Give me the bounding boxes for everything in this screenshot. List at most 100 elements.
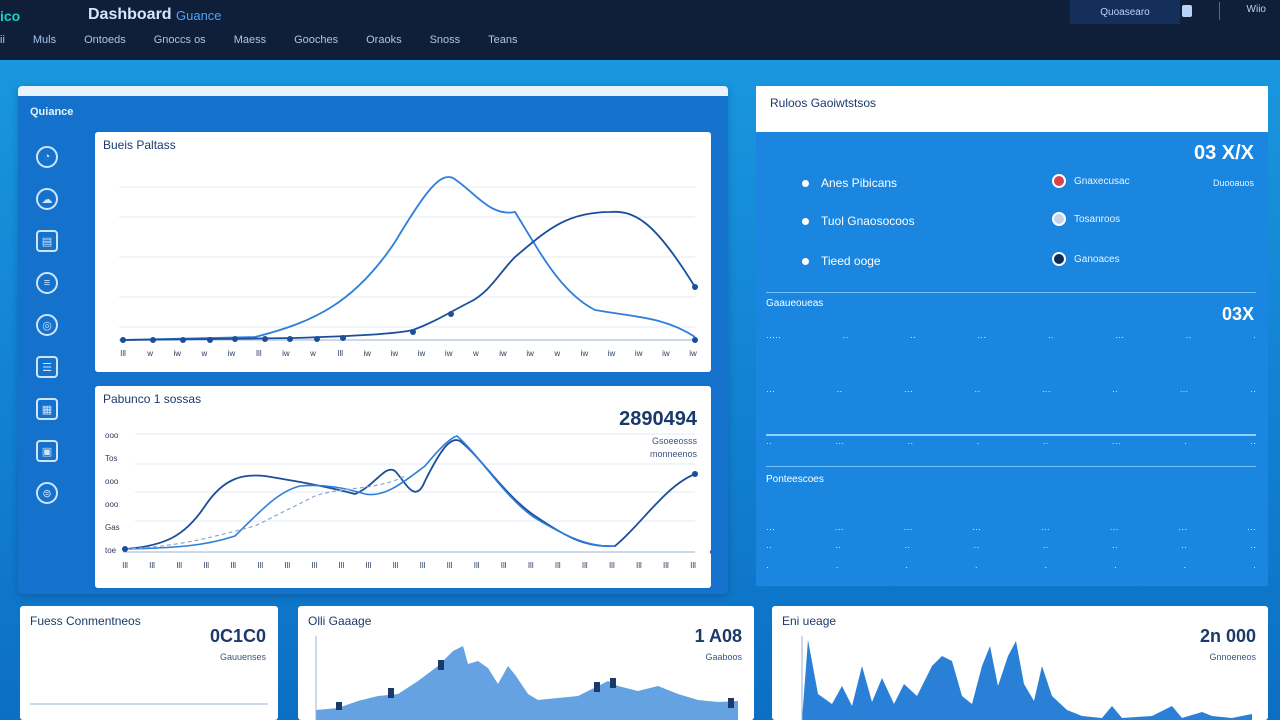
cloud-icon[interactable]: ☁ bbox=[36, 188, 58, 210]
x-tick-label: iw bbox=[418, 349, 426, 358]
x-tick-label: iw bbox=[608, 349, 616, 358]
x-tick-label: Ill bbox=[230, 561, 236, 570]
cell: · bbox=[905, 562, 909, 572]
nav-item-8[interactable]: Snoss bbox=[429, 34, 461, 46]
x-tick-label: Ill bbox=[257, 561, 263, 570]
nav-item-3[interactable]: Ontoeds bbox=[84, 34, 126, 46]
nav-item-6[interactable]: Gooches bbox=[294, 34, 339, 46]
notification-icon[interactable] bbox=[1182, 5, 1192, 17]
list-icon[interactable]: ☰ bbox=[36, 356, 58, 378]
x-tick-label: Ill bbox=[609, 561, 615, 570]
x-tick-label: iw bbox=[391, 349, 399, 358]
user-menu[interactable]: Wiio bbox=[1246, 4, 1266, 15]
bottom-card-number: 0C1C0 bbox=[209, 626, 266, 646]
cell: ··· bbox=[1246, 524, 1256, 534]
bottom-card-title: Olli Gaaage bbox=[308, 614, 372, 628]
bottom-chart-2 bbox=[315, 636, 738, 720]
cell: · bbox=[1113, 562, 1117, 572]
legend-right-2: Tosanroos bbox=[1052, 212, 1120, 226]
cell: ·· bbox=[835, 542, 842, 552]
gauge-icon[interactable]: ◔ bbox=[36, 146, 58, 168]
target-icon[interactable]: ◎ bbox=[36, 314, 58, 336]
legend-item-1[interactable]: Anes Pibicans bbox=[802, 176, 897, 190]
x-tick-label: iw bbox=[228, 349, 236, 358]
data-point bbox=[448, 311, 454, 317]
cell: ·· bbox=[842, 332, 849, 342]
stack-icon[interactable]: ⊜ bbox=[36, 482, 58, 504]
chart1-points bbox=[120, 284, 698, 343]
legend-right-label: Gnaxecusac bbox=[1074, 175, 1130, 187]
data-point bbox=[692, 284, 698, 290]
bottom-card-number: 1 A08 bbox=[694, 626, 742, 646]
x-tick-label: Ill bbox=[256, 349, 262, 358]
nav-item-7[interactable]: Oraoks bbox=[366, 34, 402, 46]
image-icon[interactable]: ▣ bbox=[36, 440, 58, 462]
legend-item-2[interactable]: Tuol Gnaosocoos bbox=[802, 214, 915, 228]
bar bbox=[610, 678, 616, 688]
x-tick-label: Ill bbox=[528, 561, 534, 570]
right-panel-header: Ruloos Gaoiwtstsos bbox=[756, 86, 1268, 132]
bar bbox=[438, 660, 444, 670]
x-tick-label: Ill bbox=[122, 561, 128, 570]
x-tick-label: w bbox=[201, 349, 208, 358]
nav-item-5[interactable]: Maess bbox=[233, 34, 267, 46]
bottom-card-sub: Gaaboos bbox=[705, 652, 742, 662]
cell: ··· bbox=[1111, 438, 1121, 448]
cell: · bbox=[1252, 332, 1256, 342]
legend-item-3[interactable]: Tieed ooge bbox=[802, 254, 881, 268]
area-series bbox=[316, 646, 738, 720]
cell: ·· bbox=[1047, 332, 1054, 342]
data-point bbox=[314, 336, 320, 342]
data-point bbox=[262, 336, 268, 342]
nav-item-4[interactable]: Gnoccs os bbox=[153, 34, 206, 46]
bottom-card-sub: Gauuenses bbox=[219, 652, 266, 662]
nav-item-9[interactable]: Teans bbox=[488, 34, 518, 46]
cell: ·· bbox=[1249, 542, 1256, 552]
nav-item-2[interactable]: Muls bbox=[32, 34, 57, 46]
x-tick-label: iw bbox=[282, 349, 290, 358]
x-tick-label: Ill bbox=[120, 349, 126, 358]
cell: ·· bbox=[766, 438, 772, 448]
cell: ·· bbox=[1249, 386, 1256, 396]
x-tick-label: w bbox=[553, 349, 560, 358]
legend-right-1: Gnaxecusac bbox=[1052, 174, 1130, 188]
data-point bbox=[207, 337, 213, 343]
brand-logo[interactable]: ico bbox=[0, 8, 21, 24]
x-tick-label: iw bbox=[499, 349, 507, 358]
x-tick-label: iw bbox=[662, 349, 670, 358]
x-tick-label: Ill bbox=[311, 561, 317, 570]
status-grey-icon bbox=[1052, 212, 1066, 226]
document-icon[interactable]: ▤ bbox=[36, 230, 58, 252]
chart2-y-ticks: ooo Tos ooo ooo Gas toe bbox=[105, 431, 120, 555]
chart2-caption-2: monneenos bbox=[649, 449, 697, 459]
x-tick-label: Ill bbox=[284, 561, 290, 570]
grid-icon[interactable]: ▦ bbox=[36, 398, 58, 420]
database-icon[interactable]: ≡ bbox=[36, 272, 58, 294]
x-tick-label: w bbox=[472, 349, 479, 358]
cell: ·· bbox=[904, 542, 911, 552]
top-search-box[interactable]: Quoasearo bbox=[1070, 0, 1180, 24]
cell: ··· bbox=[1179, 386, 1189, 396]
x-tick-label: iw bbox=[581, 349, 589, 358]
cell: ·· bbox=[1185, 332, 1192, 342]
divider bbox=[766, 292, 1256, 293]
legend-label: Tieed ooge bbox=[821, 254, 881, 268]
chart-card-1: Bueis Paltass bbox=[95, 132, 711, 372]
data-point bbox=[180, 337, 186, 343]
chart2-big-number: 2890494 bbox=[619, 408, 697, 430]
status-navy-icon bbox=[1052, 252, 1066, 266]
chart1-title: Bueis Paltass bbox=[103, 138, 176, 152]
series-line-1 bbox=[122, 176, 696, 341]
cell: ·· bbox=[1042, 542, 1049, 552]
cell: ·· bbox=[836, 386, 843, 396]
nav-item-1[interactable]: ii bbox=[0, 34, 5, 46]
cell: · bbox=[1183, 438, 1187, 448]
data-point bbox=[692, 337, 698, 343]
cell: ·· bbox=[1042, 438, 1049, 448]
bullet-icon bbox=[802, 257, 809, 265]
y-tick-label: Gas bbox=[105, 523, 120, 532]
series-line-b bbox=[124, 435, 616, 550]
cell: ·· bbox=[973, 542, 980, 552]
cell: ··· bbox=[766, 386, 775, 396]
table-row: ···················· bbox=[766, 386, 1256, 396]
